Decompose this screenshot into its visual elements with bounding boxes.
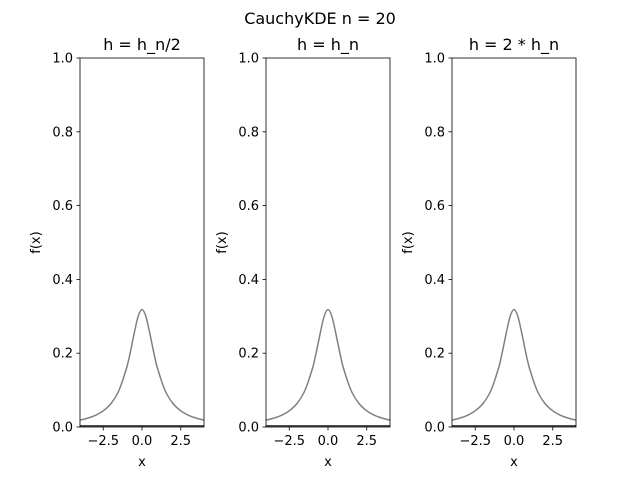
series-line-1 <box>452 308 576 421</box>
y-tick-label: 0.0 <box>238 421 259 436</box>
y-axis-label: f(x) <box>215 231 230 253</box>
x-tick-label: 2.5 <box>170 434 191 449</box>
y-tick-label: 0.4 <box>424 273 445 288</box>
y-tick-label: 0.6 <box>238 199 259 214</box>
y-axis-label: f(x) <box>401 231 416 253</box>
y-tick-label: 0.4 <box>52 273 73 288</box>
y-tick-label: 0.6 <box>52 199 73 214</box>
x-tick-label: 2.5 <box>356 434 377 449</box>
y-tick-label: 0.8 <box>238 125 259 140</box>
y-tick-label: 1.0 <box>52 52 73 67</box>
y-tick-label: 1.0 <box>424 52 445 67</box>
y-tick-label: 0.0 <box>424 421 445 436</box>
y-axis-label: f(x) <box>29 231 44 253</box>
x-axis-label: x <box>138 455 146 470</box>
x-axis-label: x <box>510 455 518 470</box>
x-tick-label: −2.5 <box>273 434 305 449</box>
y-tick-label: 0.8 <box>52 125 73 140</box>
series-group <box>452 308 576 427</box>
x-tick-label: −2.5 <box>87 434 119 449</box>
subplot-1: 0.0 0.2 0.4 0.6 0.8 1.0 −2.5 0.0 2.5 x f(x) h = h_n… <box>29 35 205 470</box>
x-tick-label: −2.5 <box>459 434 491 449</box>
y-tick-label: 0.2 <box>52 347 73 362</box>
subplot-title: h = 2 * h_n <box>469 35 559 55</box>
y-tick-label: 0.6 <box>424 199 445 214</box>
series-group <box>80 308 204 427</box>
subplot-title: h = h_n/2 <box>103 35 181 55</box>
series-line-1 <box>80 308 204 421</box>
y-tick-label: 0.2 <box>238 347 259 362</box>
x-tick-label: 0.0 <box>318 434 339 449</box>
x-tick-label: 0.0 <box>132 434 153 449</box>
y-tick-label: 0.8 <box>424 125 445 140</box>
subplots: 0.0 0.2 0.4 0.6 0.8 1.0 −2.5 0.0 2.5 x f(x) h = h_n… <box>29 35 577 470</box>
subplot-3: 0.0 0.2 0.4 0.6 0.8 1.0 −2.5 0.0 2.5 x f(x) h = 2 *… <box>401 35 577 470</box>
series-line-1 <box>266 308 390 421</box>
series-group <box>266 308 390 427</box>
y-tick-label: 0.0 <box>52 421 73 436</box>
x-tick-label: 0.0 <box>504 434 525 449</box>
figure-suptitle: CauchyKDE n = 20 <box>244 9 396 28</box>
x-tick-label: 2.5 <box>542 434 563 449</box>
y-tick-label: 1.0 <box>238 52 259 67</box>
x-axis-label: x <box>324 455 332 470</box>
subplot-title: h = h_n <box>297 35 359 55</box>
y-tick-label: 0.4 <box>238 273 259 288</box>
subplot-2: 0.0 0.2 0.4 0.6 0.8 1.0 −2.5 0.0 2.5 x f(x) h = h_n <box>215 35 391 470</box>
y-tick-label: 0.2 <box>424 347 445 362</box>
